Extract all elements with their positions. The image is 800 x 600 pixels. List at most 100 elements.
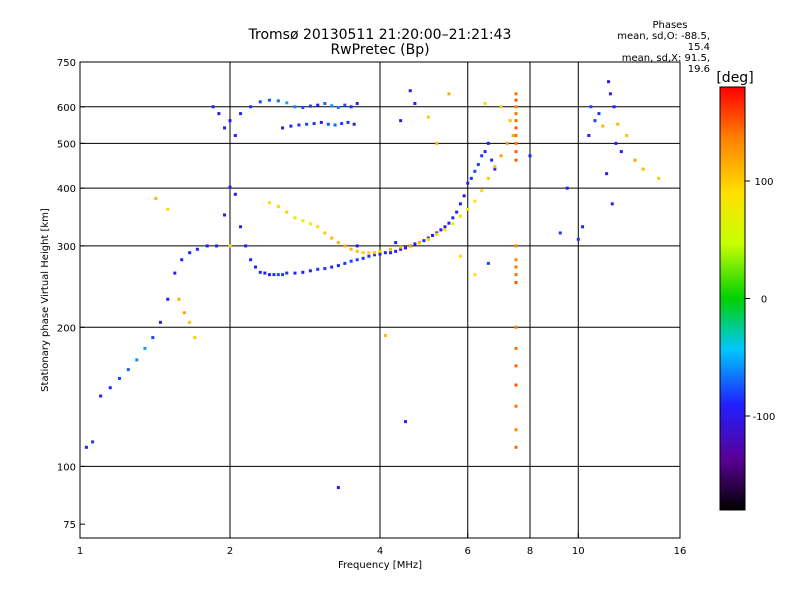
data-point: [619, 150, 623, 154]
data-point: [443, 225, 447, 229]
data-point: [228, 244, 232, 248]
y-axis-label: Stationary phase Virtual Height [km]: [40, 208, 51, 392]
data-point: [514, 150, 518, 154]
data-point: [135, 358, 139, 362]
data-point: [316, 225, 320, 229]
phase-stats-x-mode: mean, sd,X: 91.5, 19.6: [621, 53, 710, 75]
data-point: [514, 428, 518, 432]
data-point: [394, 241, 398, 245]
data-point: [276, 273, 280, 277]
data-point: [483, 101, 487, 105]
data-point: [508, 119, 512, 123]
data-point: [408, 89, 412, 93]
data-point: [447, 92, 451, 96]
data-point: [657, 176, 661, 180]
y-tick-label: 400: [57, 184, 76, 195]
data-point: [476, 163, 480, 167]
data-point: [223, 126, 227, 130]
data-point: [486, 176, 490, 180]
data-point: [330, 236, 334, 240]
data-point: [383, 251, 387, 255]
data-point: [355, 244, 359, 248]
data-point: [443, 228, 447, 232]
data-point: [249, 258, 253, 262]
colorbar-tick-label: -100: [753, 412, 776, 423]
data-point: [610, 202, 614, 206]
data-point: [330, 104, 334, 108]
data-point: [587, 134, 591, 138]
chart-title-block: Tromsø 20130511 21:20:00–21:21:43 RwPret…: [80, 28, 680, 58]
data-point: [316, 267, 320, 271]
data-point: [367, 254, 371, 258]
data-point: [558, 231, 562, 235]
y-tick-label: 75: [63, 520, 76, 531]
data-point: [473, 199, 477, 203]
data-point: [426, 237, 430, 241]
colorbar-tick-label: 0: [761, 295, 767, 306]
data-point: [394, 249, 398, 253]
data-point: [108, 386, 112, 390]
data-point: [612, 105, 616, 109]
data-point: [426, 115, 430, 119]
data-point: [458, 202, 462, 206]
y-tick-label: 500: [57, 139, 76, 150]
data-point: [597, 112, 601, 116]
data-point: [297, 123, 301, 127]
data-point: [435, 232, 439, 236]
data-point: [336, 105, 340, 109]
data-point: [486, 261, 490, 265]
data-point: [233, 134, 237, 138]
data-point: [589, 105, 593, 109]
x-tick-label: 6: [465, 546, 471, 557]
data-point: [378, 252, 382, 256]
data-point: [514, 244, 518, 248]
data-point: [333, 123, 337, 127]
data-point: [514, 112, 518, 116]
phase-stats-o-mode: mean, sd,O: -88.5, 15.4: [617, 31, 710, 53]
data-point: [177, 297, 181, 301]
data-point: [514, 119, 518, 123]
data-point: [233, 192, 237, 196]
data-point: [576, 237, 580, 241]
data-point: [276, 205, 280, 209]
data-point: [323, 101, 327, 105]
data-point: [336, 486, 340, 490]
data-point: [417, 241, 421, 245]
data-point: [383, 333, 387, 337]
data-point: [514, 404, 518, 408]
data-point: [267, 98, 271, 102]
data-point: [413, 242, 417, 246]
data-point: [378, 249, 382, 253]
data-point: [228, 185, 232, 189]
data-point: [211, 105, 215, 109]
point-group-3: [211, 98, 359, 138]
data-point: [285, 210, 289, 214]
data-point: [399, 247, 403, 251]
data-point: [480, 154, 484, 158]
data-point: [323, 231, 327, 235]
data-point: [258, 100, 262, 104]
colorbar-tick-label: 100: [754, 177, 773, 188]
data-point: [143, 346, 147, 350]
data-point: [316, 103, 320, 107]
data-point: [166, 297, 170, 301]
data-point: [514, 98, 518, 102]
data-point: [499, 154, 503, 158]
data-point: [633, 158, 637, 162]
data-point: [308, 104, 312, 108]
data-point: [466, 207, 470, 211]
colorbar: [719, 86, 746, 511]
data-point: [308, 222, 312, 226]
data-point: [258, 270, 262, 274]
data-point: [99, 394, 103, 398]
data-point: [361, 251, 365, 255]
y-tick-label: 100: [57, 462, 76, 473]
x-tick-label: 1: [77, 546, 83, 557]
data-point: [641, 167, 645, 171]
data-point: [340, 122, 344, 126]
data-point: [514, 134, 518, 138]
data-point: [195, 247, 199, 251]
data-point: [514, 346, 518, 350]
data-point: [514, 445, 518, 449]
